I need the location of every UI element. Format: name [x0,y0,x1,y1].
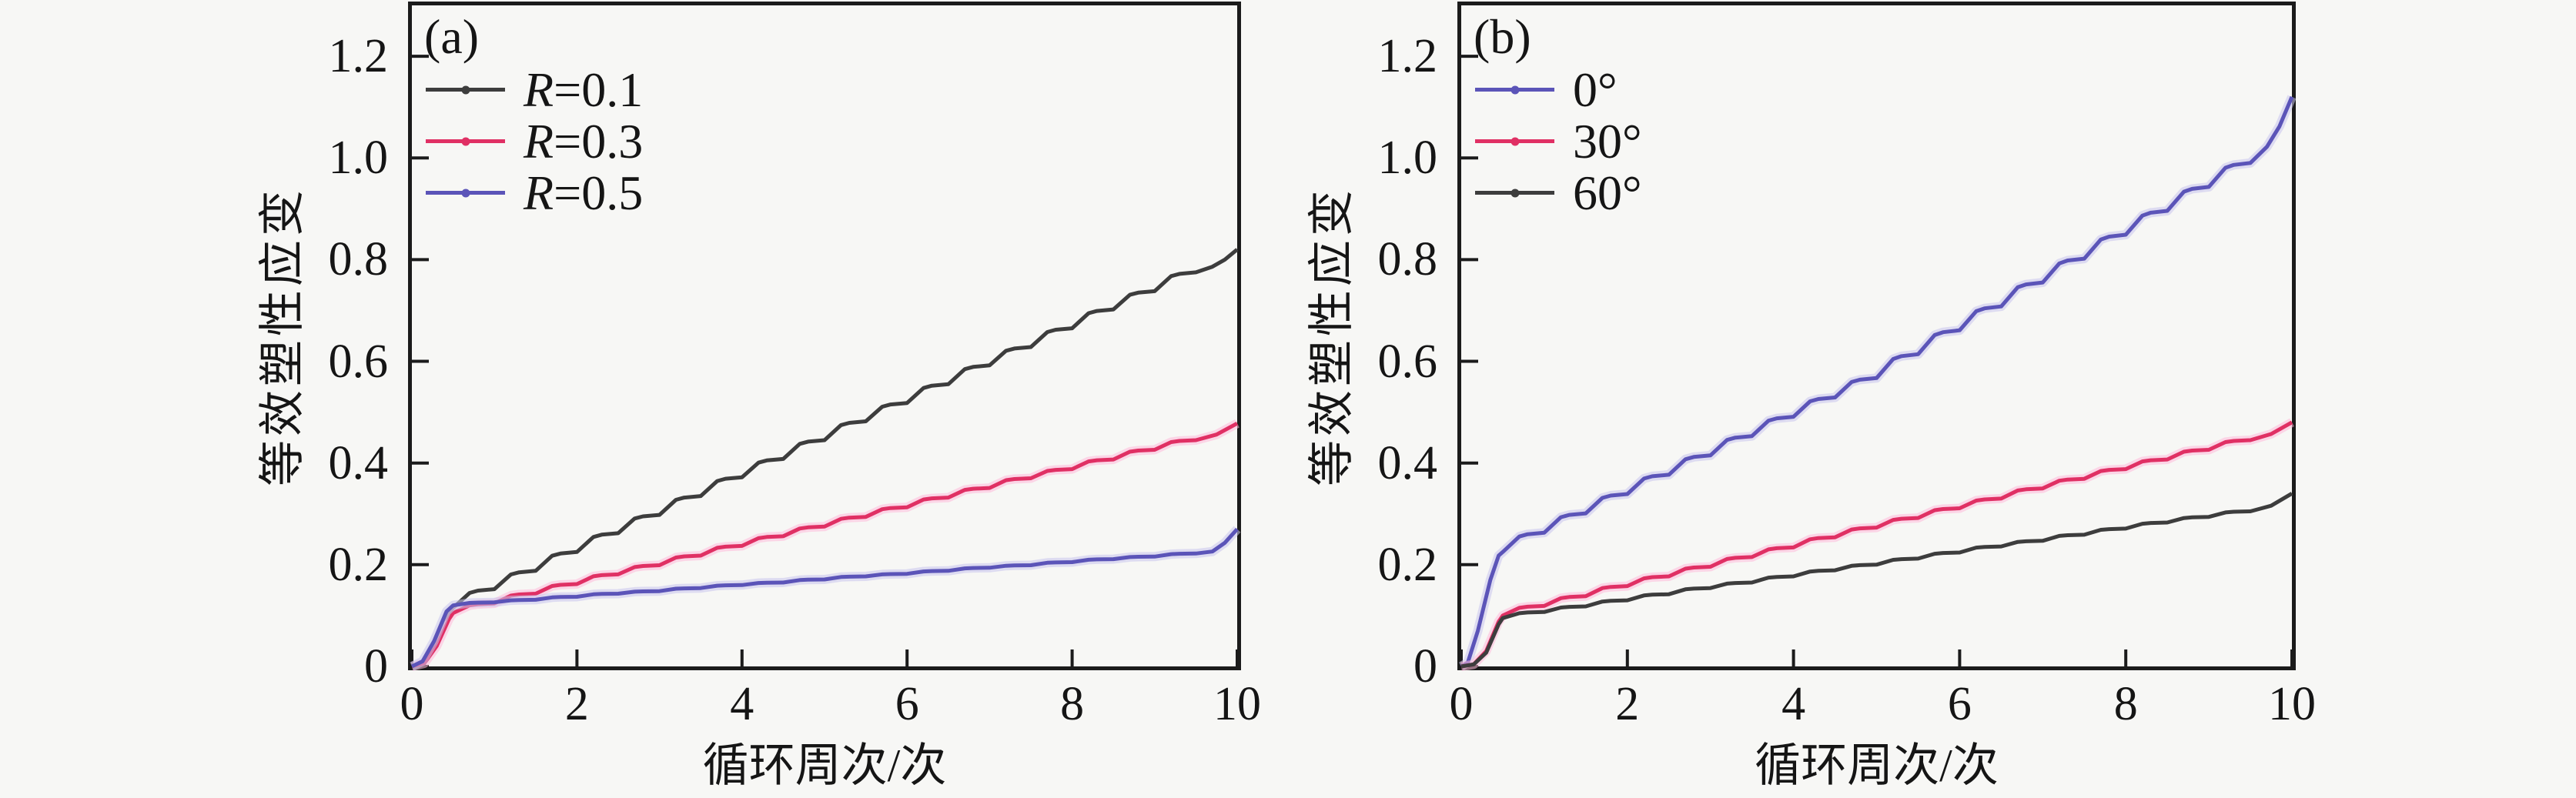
y-axis-title: 等效塑性应变 [1306,185,1357,486]
y-tick-label: 0 [1413,640,1437,693]
x-tick-label: 8 [2113,678,2138,730]
legend-line-sample [1475,85,1554,94]
x-tick-label: 0 [400,678,424,730]
x-tick-label: 6 [895,678,919,730]
y-tick-label: 0.4 [1377,436,1438,489]
y-tick-label: 0.8 [1377,233,1438,286]
y-tick-label: 1.0 [1377,132,1438,185]
plot-canvas-b [1458,55,2297,671]
y-tick-label: 0.8 [328,233,389,286]
legend-a: R=0.1 R=0.3 R=0.5 [426,64,643,219]
y-tick-label: 0.2 [328,538,389,591]
legend-line-sample [1475,137,1554,145]
series-line-0° [1460,95,2294,669]
plot-panel-b: (b) 0° 30° 60° 循环周次/次 等效塑性应变 0 2 4 6 8 10 0 0.2… [1306,2,2316,790]
series-line-30° [1460,420,2293,669]
series-halo-R=0.5 [410,526,1241,671]
panel-label-b: (b) [1474,9,1531,64]
x-tick-label: 8 [1060,678,1085,730]
y-tick-label: 0.6 [1377,335,1438,388]
legend-label: R=0.3 [524,113,644,169]
legend-item: R=0.1 [426,64,643,115]
series-line-R=0.5 [410,527,1239,669]
x-axis-title: 循环周次/次 [702,740,947,791]
legend-label: R=0.5 [524,165,644,220]
legend-label: 0° [1573,62,1618,117]
y-tick-label: 1.2 [328,30,389,83]
plot-panel-a: (a) R=0.1 R=0.3 R=0.5 循环周次/次 等效塑性应变 0 2 4 6… [257,2,1261,790]
legend-label: R=0.1 [524,62,644,117]
x-tick-label: 10 [2268,678,2316,730]
y-tick-label: 0.2 [1377,538,1438,591]
y-tick-label: 1.0 [328,132,389,185]
legend-label: 60° [1573,165,1642,220]
x-tick-label: 4 [1781,678,1806,730]
panel-label-a: (a) [424,9,480,64]
legend-label: 30° [1573,113,1642,169]
legend-marker-dot [461,85,470,94]
x-tick-label: 2 [1615,678,1640,730]
legend-marker-dot [1510,137,1519,145]
y-tick-label: 0.6 [328,335,389,388]
legend-item: R=0.3 [426,115,643,167]
series-line-60° [1460,492,2293,669]
plot-canvas-a [410,55,1241,671]
x-tick-label: 2 [564,678,589,730]
legend-marker-dot [461,189,470,197]
x-tick-label: 6 [1947,678,1972,730]
x-tick-label: 4 [730,678,754,730]
legend-marker-dot [1510,189,1519,197]
legend-b: 0° 30° 60° [1475,64,1642,219]
legend-item: 30° [1475,115,1642,167]
legend-item: 60° [1475,167,1642,219]
legend-item: 0° [1475,64,1642,115]
y-tick-label: 1.2 [1377,30,1438,83]
x-tick-label: 0 [1449,678,1474,730]
legend-line-sample [426,85,505,94]
series-line-R=0.3 [411,422,1239,669]
legend-line-sample [426,137,505,145]
y-axis-title: 等效塑性应变 [257,185,308,486]
legend-line-sample [426,189,505,197]
legend-marker-dot [1510,85,1519,94]
y-tick-label: 0 [364,640,388,693]
legend-line-sample [1475,189,1554,197]
legend-marker-dot [461,137,470,145]
legend-item: R=0.5 [426,167,643,219]
series-line-R=0.1 [411,248,1239,669]
y-tick-label: 0.4 [328,436,389,489]
x-axis-title: 循环周次/次 [1755,740,1999,791]
x-tick-label: 10 [1213,678,1261,730]
